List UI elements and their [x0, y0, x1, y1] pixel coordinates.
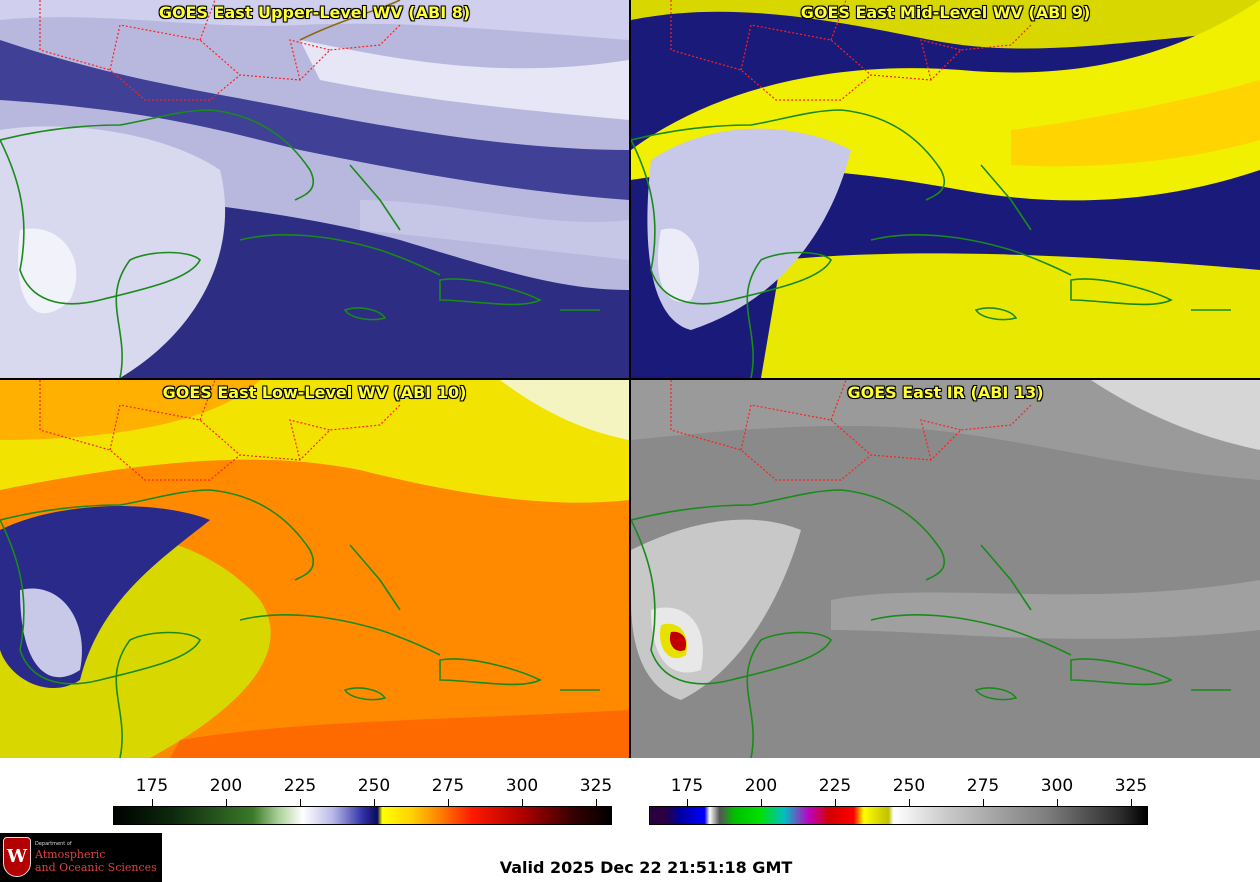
ir-tick-label: 225 [818, 776, 852, 796]
wv-tick [374, 799, 375, 806]
ir-tick-label: 175 [670, 776, 704, 796]
valid-time: Valid 2025 Dec 22 21:51:18 GMT [499, 858, 793, 877]
low-level-wv-panel: GOES East Low-Level WV (ABI 10) [0, 380, 629, 758]
ir-colorbar [649, 806, 1148, 825]
wv-tick-label: 300 [505, 776, 539, 796]
panel-title: GOES East Upper-Level WV (ABI 8) [158, 3, 471, 22]
wv-tick-label: 225 [283, 776, 317, 796]
wv-tick [300, 799, 301, 806]
upper-level-wv-panel: GOES East Upper-Level WV (ABI 8) [0, 0, 629, 378]
ir-tick-label: 300 [1040, 776, 1074, 796]
wv-tick-label: 175 [135, 776, 169, 796]
wv-tick [522, 799, 523, 806]
wv-tick [596, 799, 597, 806]
uw-crest-icon: W [3, 837, 31, 877]
wv-tick [152, 799, 153, 806]
wv-tick [226, 799, 227, 806]
panel-title: GOES East Mid-Level WV (ABI 9) [800, 3, 1091, 22]
logo-line1: Atmospheric [35, 848, 106, 861]
ir-panel: GOES East IR (ABI 13) [631, 380, 1260, 758]
ir-tick-label: 200 [744, 776, 778, 796]
logo-line2: and Oceanic Sciences [35, 861, 157, 874]
aos-logo: W Department of Atmospheric and Oceanic … [0, 833, 162, 882]
ir-tick [1131, 799, 1132, 806]
mid-level-wv-image [631, 0, 1260, 378]
wv-tick-label: 250 [357, 776, 391, 796]
logo-dept: Department of [35, 841, 72, 847]
ir-tick-label: 250 [892, 776, 926, 796]
panel-divider-horizontal [0, 378, 1260, 380]
ir-tick [1057, 799, 1058, 806]
wv-tick-label: 200 [209, 776, 243, 796]
wv-tick-label: 275 [431, 776, 465, 796]
wv-colorbar [113, 806, 612, 825]
ir-tick-label: 325 [1114, 776, 1148, 796]
ir-image [631, 380, 1260, 758]
ir-tick [909, 799, 910, 806]
panel-title: GOES East IR (ABI 13) [847, 383, 1044, 402]
ir-tick [761, 799, 762, 806]
ir-tick-label: 275 [966, 776, 1000, 796]
upper-level-wv-image [0, 0, 629, 378]
wv-tick [448, 799, 449, 806]
wv-tick-label: 325 [579, 776, 613, 796]
mid-level-wv-panel: GOES East Mid-Level WV (ABI 9) [631, 0, 1260, 378]
ir-tick [687, 799, 688, 806]
ir-tick [835, 799, 836, 806]
panel-title: GOES East Low-Level WV (ABI 10) [162, 383, 467, 402]
ir-tick [983, 799, 984, 806]
low-level-wv-image [0, 380, 629, 758]
